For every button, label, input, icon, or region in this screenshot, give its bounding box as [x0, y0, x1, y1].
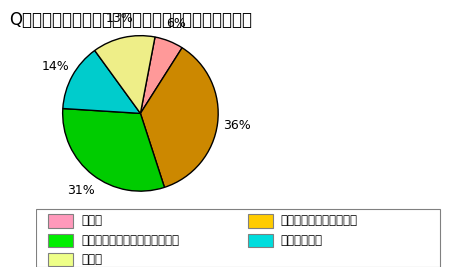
Text: 無記入: 無記入 — [81, 253, 102, 266]
FancyBboxPatch shape — [36, 209, 440, 267]
Wedge shape — [140, 37, 182, 113]
Text: どちらかといえばよごれている: どちらかといえばよごれている — [81, 234, 179, 247]
Text: 13%: 13% — [106, 12, 133, 25]
Wedge shape — [140, 48, 218, 187]
Text: きれい: きれい — [81, 214, 102, 227]
Bar — [48, 253, 73, 266]
Text: Q．身近な川の現在の水質についてどう思いますか？: Q．身近な川の現在の水質についてどう思いますか？ — [9, 11, 252, 29]
Bar — [48, 214, 73, 228]
Text: よごれている: よごれている — [281, 234, 323, 247]
Bar — [248, 234, 273, 247]
Text: 6%: 6% — [166, 16, 186, 29]
Text: 14%: 14% — [41, 60, 69, 73]
Text: どちらかといえばきれい: どちらかといえばきれい — [281, 214, 358, 227]
Wedge shape — [95, 36, 155, 113]
Bar — [48, 234, 73, 247]
Wedge shape — [63, 50, 140, 113]
Text: 36%: 36% — [223, 119, 251, 132]
Wedge shape — [63, 109, 164, 191]
Text: 31%: 31% — [67, 184, 95, 197]
Bar — [248, 214, 273, 228]
